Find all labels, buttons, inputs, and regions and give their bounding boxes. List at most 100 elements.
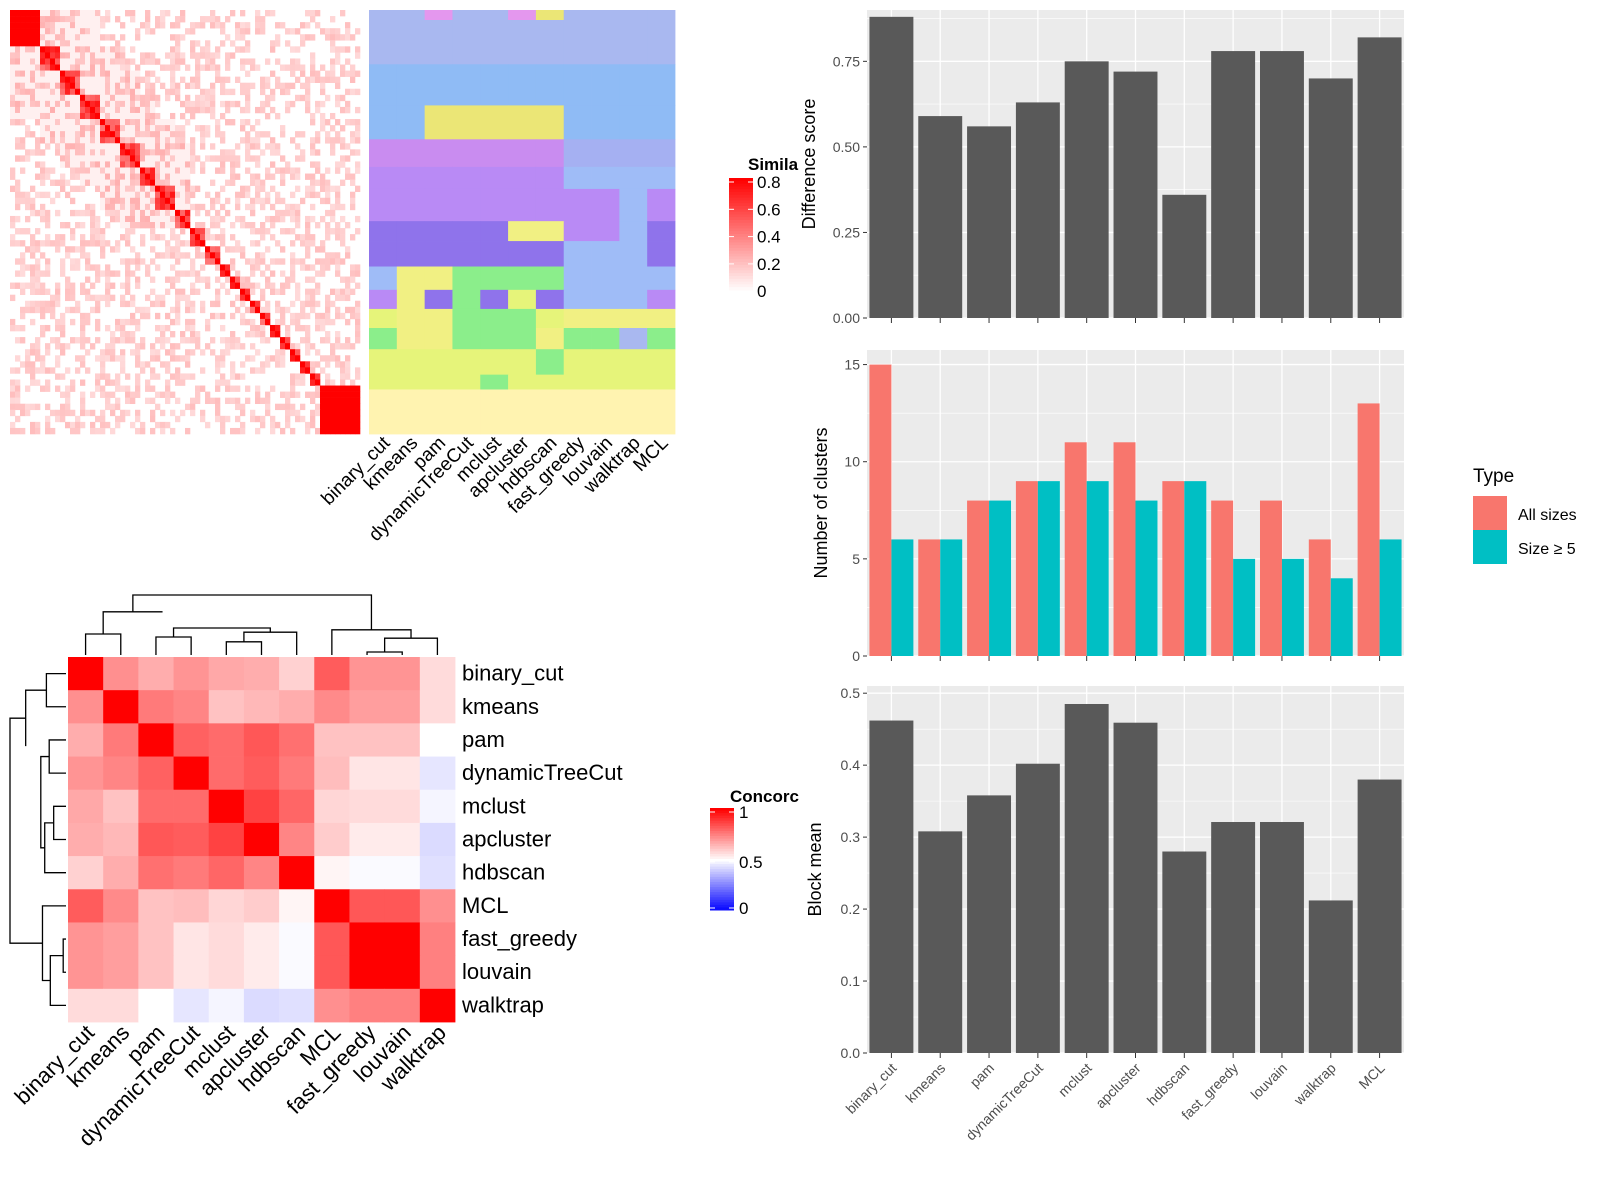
similarity-cell bbox=[125, 331, 131, 338]
label-cell bbox=[396, 64, 426, 106]
similarity-cell bbox=[240, 294, 246, 302]
similarity-cell bbox=[250, 343, 256, 350]
similarity-cell bbox=[335, 34, 341, 41]
similarity-cell bbox=[295, 167, 301, 174]
similarity-cell bbox=[270, 94, 276, 102]
similarity-cell bbox=[285, 276, 291, 283]
similarity-cell bbox=[245, 258, 251, 265]
similarity-cell bbox=[330, 137, 336, 144]
similarity-cell bbox=[80, 409, 86, 417]
similarity-cell bbox=[70, 228, 76, 235]
similarity-cell bbox=[115, 197, 121, 205]
similarity-cell bbox=[135, 185, 141, 193]
similarity-cell bbox=[55, 100, 61, 108]
similarity-cell bbox=[140, 52, 146, 59]
similarity-cell bbox=[345, 415, 351, 423]
similarity-cell bbox=[155, 161, 161, 168]
similarity-cell bbox=[115, 167, 121, 174]
similarity-cell bbox=[230, 234, 236, 241]
similarity-cell bbox=[110, 94, 116, 102]
similarity-cell bbox=[300, 155, 306, 162]
similarity-cell bbox=[330, 209, 336, 217]
similarity-cell bbox=[315, 300, 321, 308]
similarity-cell bbox=[70, 28, 76, 35]
label-cell bbox=[508, 188, 537, 222]
similarity-cell bbox=[195, 331, 201, 338]
similarity-cell bbox=[285, 331, 291, 338]
similarity-cell bbox=[330, 16, 336, 23]
similarity-cell bbox=[265, 318, 271, 326]
similarity-cell bbox=[165, 276, 171, 283]
similarity-cell bbox=[40, 161, 46, 168]
concordance-legend-gradient bbox=[710, 825, 734, 829]
similarity-cell bbox=[35, 70, 41, 77]
similarity-cell bbox=[190, 331, 196, 338]
similarity-cell bbox=[215, 167, 221, 174]
similarity-cell bbox=[350, 149, 356, 156]
similarity-cell bbox=[25, 28, 31, 35]
similarity-cell bbox=[310, 191, 316, 199]
concordance-cell bbox=[349, 690, 386, 724]
similarity-cell bbox=[320, 88, 326, 96]
similarity-cell bbox=[355, 106, 361, 114]
similarity-cell bbox=[135, 106, 141, 114]
similarity-cell bbox=[120, 82, 126, 90]
similarity-cell bbox=[220, 155, 226, 162]
similarity-cell bbox=[275, 197, 281, 205]
similarity-cell bbox=[170, 343, 176, 350]
similarity-cell bbox=[35, 161, 41, 168]
similarity-cell bbox=[230, 373, 236, 380]
similarity-cell bbox=[325, 34, 331, 41]
similarity-cell bbox=[300, 258, 306, 265]
x-tick-label: MCL bbox=[1355, 1060, 1387, 1092]
similarity-cell bbox=[175, 246, 181, 253]
similarity-cell bbox=[245, 88, 251, 96]
similarity-cell bbox=[80, 222, 86, 229]
similarity-cell bbox=[45, 82, 51, 90]
similarity-cell bbox=[200, 46, 206, 53]
similarity-cell bbox=[125, 282, 131, 289]
similarity-cell bbox=[150, 94, 156, 102]
similarity-cell bbox=[90, 22, 96, 29]
similarity-cell bbox=[70, 337, 76, 344]
concordance-legend-label: 0 bbox=[739, 899, 748, 918]
concordance-cell bbox=[314, 955, 350, 990]
similarity-cell bbox=[105, 64, 111, 71]
similarity-cell bbox=[115, 119, 121, 126]
label-cell bbox=[396, 308, 426, 329]
similarity-cell bbox=[260, 197, 266, 205]
y-tick-label: 0.5 bbox=[841, 685, 861, 701]
similarity-cell bbox=[60, 240, 66, 247]
similarity-cell bbox=[310, 373, 316, 380]
similarity-cell bbox=[300, 22, 306, 29]
similarity-cell bbox=[270, 88, 276, 96]
similarity-cell bbox=[20, 361, 26, 368]
label-cell bbox=[563, 349, 592, 376]
similarity-cell bbox=[20, 112, 26, 120]
similarity-cell bbox=[255, 324, 261, 332]
bar bbox=[918, 116, 963, 318]
similarity-cell bbox=[150, 222, 156, 229]
similarity-cell bbox=[110, 173, 116, 180]
concordance-cell bbox=[349, 789, 386, 824]
similarity-cell bbox=[105, 276, 111, 283]
similarity-cell bbox=[215, 252, 221, 259]
similarity-cell bbox=[55, 82, 61, 90]
similarity-cell bbox=[70, 76, 76, 83]
similarity-cell bbox=[120, 155, 126, 162]
similarity-cell bbox=[25, 46, 31, 53]
label-cell bbox=[591, 10, 620, 65]
concordance-legend-gradient bbox=[710, 833, 734, 837]
similarity-cell bbox=[150, 343, 156, 350]
similarity-cell bbox=[75, 137, 81, 144]
similarity-cell bbox=[65, 282, 71, 289]
similarity-cell bbox=[255, 119, 261, 126]
similarity-cell bbox=[170, 203, 176, 211]
similarity-cell bbox=[65, 246, 71, 253]
similarity-cell bbox=[125, 197, 131, 205]
similarity-cell bbox=[265, 58, 271, 65]
similarity-cell bbox=[220, 234, 226, 241]
similarity-cell bbox=[170, 155, 176, 162]
label-cell bbox=[369, 105, 398, 140]
